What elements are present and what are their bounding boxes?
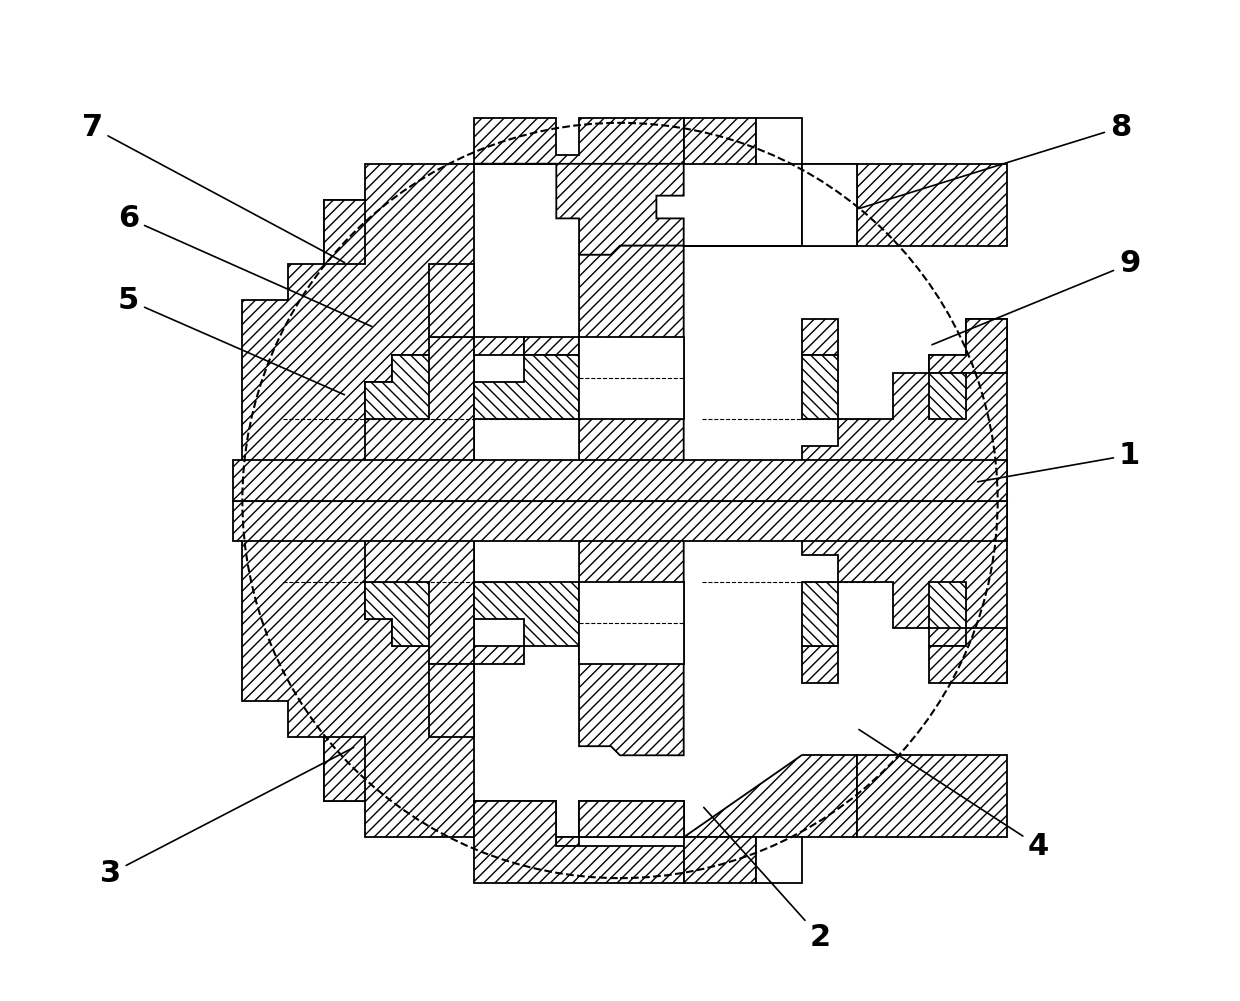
Polygon shape (683, 756, 857, 837)
Text: 6: 6 (118, 204, 372, 326)
Polygon shape (525, 336, 579, 418)
Text: 4: 4 (859, 730, 1049, 861)
Text: 1: 1 (977, 440, 1141, 481)
Polygon shape (802, 646, 838, 683)
Polygon shape (475, 118, 683, 164)
Text: 5: 5 (118, 286, 345, 394)
Polygon shape (802, 583, 838, 646)
Polygon shape (475, 164, 683, 255)
Text: 3: 3 (100, 748, 353, 888)
Text: 9: 9 (932, 249, 1141, 344)
Polygon shape (429, 264, 475, 336)
Polygon shape (242, 500, 475, 837)
Polygon shape (429, 665, 475, 737)
Polygon shape (802, 318, 838, 355)
Polygon shape (683, 118, 756, 164)
Polygon shape (930, 628, 1007, 683)
Polygon shape (475, 336, 525, 355)
Polygon shape (366, 583, 429, 646)
Polygon shape (756, 118, 802, 164)
Polygon shape (802, 164, 857, 245)
Polygon shape (475, 801, 683, 837)
Polygon shape (233, 500, 1007, 542)
Polygon shape (366, 336, 475, 500)
Polygon shape (683, 837, 756, 883)
Polygon shape (579, 336, 683, 418)
Polygon shape (475, 583, 579, 646)
Polygon shape (930, 318, 1007, 373)
Polygon shape (930, 583, 966, 628)
Text: 8: 8 (859, 113, 1131, 208)
Polygon shape (233, 459, 1007, 500)
Polygon shape (683, 500, 1007, 683)
Polygon shape (366, 355, 429, 418)
Polygon shape (324, 200, 366, 264)
Polygon shape (756, 837, 802, 883)
Polygon shape (475, 801, 683, 883)
Polygon shape (475, 355, 579, 418)
Polygon shape (475, 646, 525, 665)
Polygon shape (857, 164, 1007, 245)
Text: 2: 2 (704, 808, 831, 952)
Polygon shape (366, 500, 475, 665)
Text: 7: 7 (82, 113, 345, 262)
Polygon shape (242, 164, 475, 500)
Polygon shape (683, 318, 1007, 500)
Polygon shape (324, 737, 366, 801)
Polygon shape (579, 500, 683, 756)
Polygon shape (857, 756, 1007, 837)
Polygon shape (579, 583, 683, 665)
Polygon shape (683, 164, 857, 245)
Polygon shape (475, 801, 683, 846)
Polygon shape (579, 245, 683, 500)
Polygon shape (930, 373, 966, 418)
Polygon shape (802, 355, 838, 418)
